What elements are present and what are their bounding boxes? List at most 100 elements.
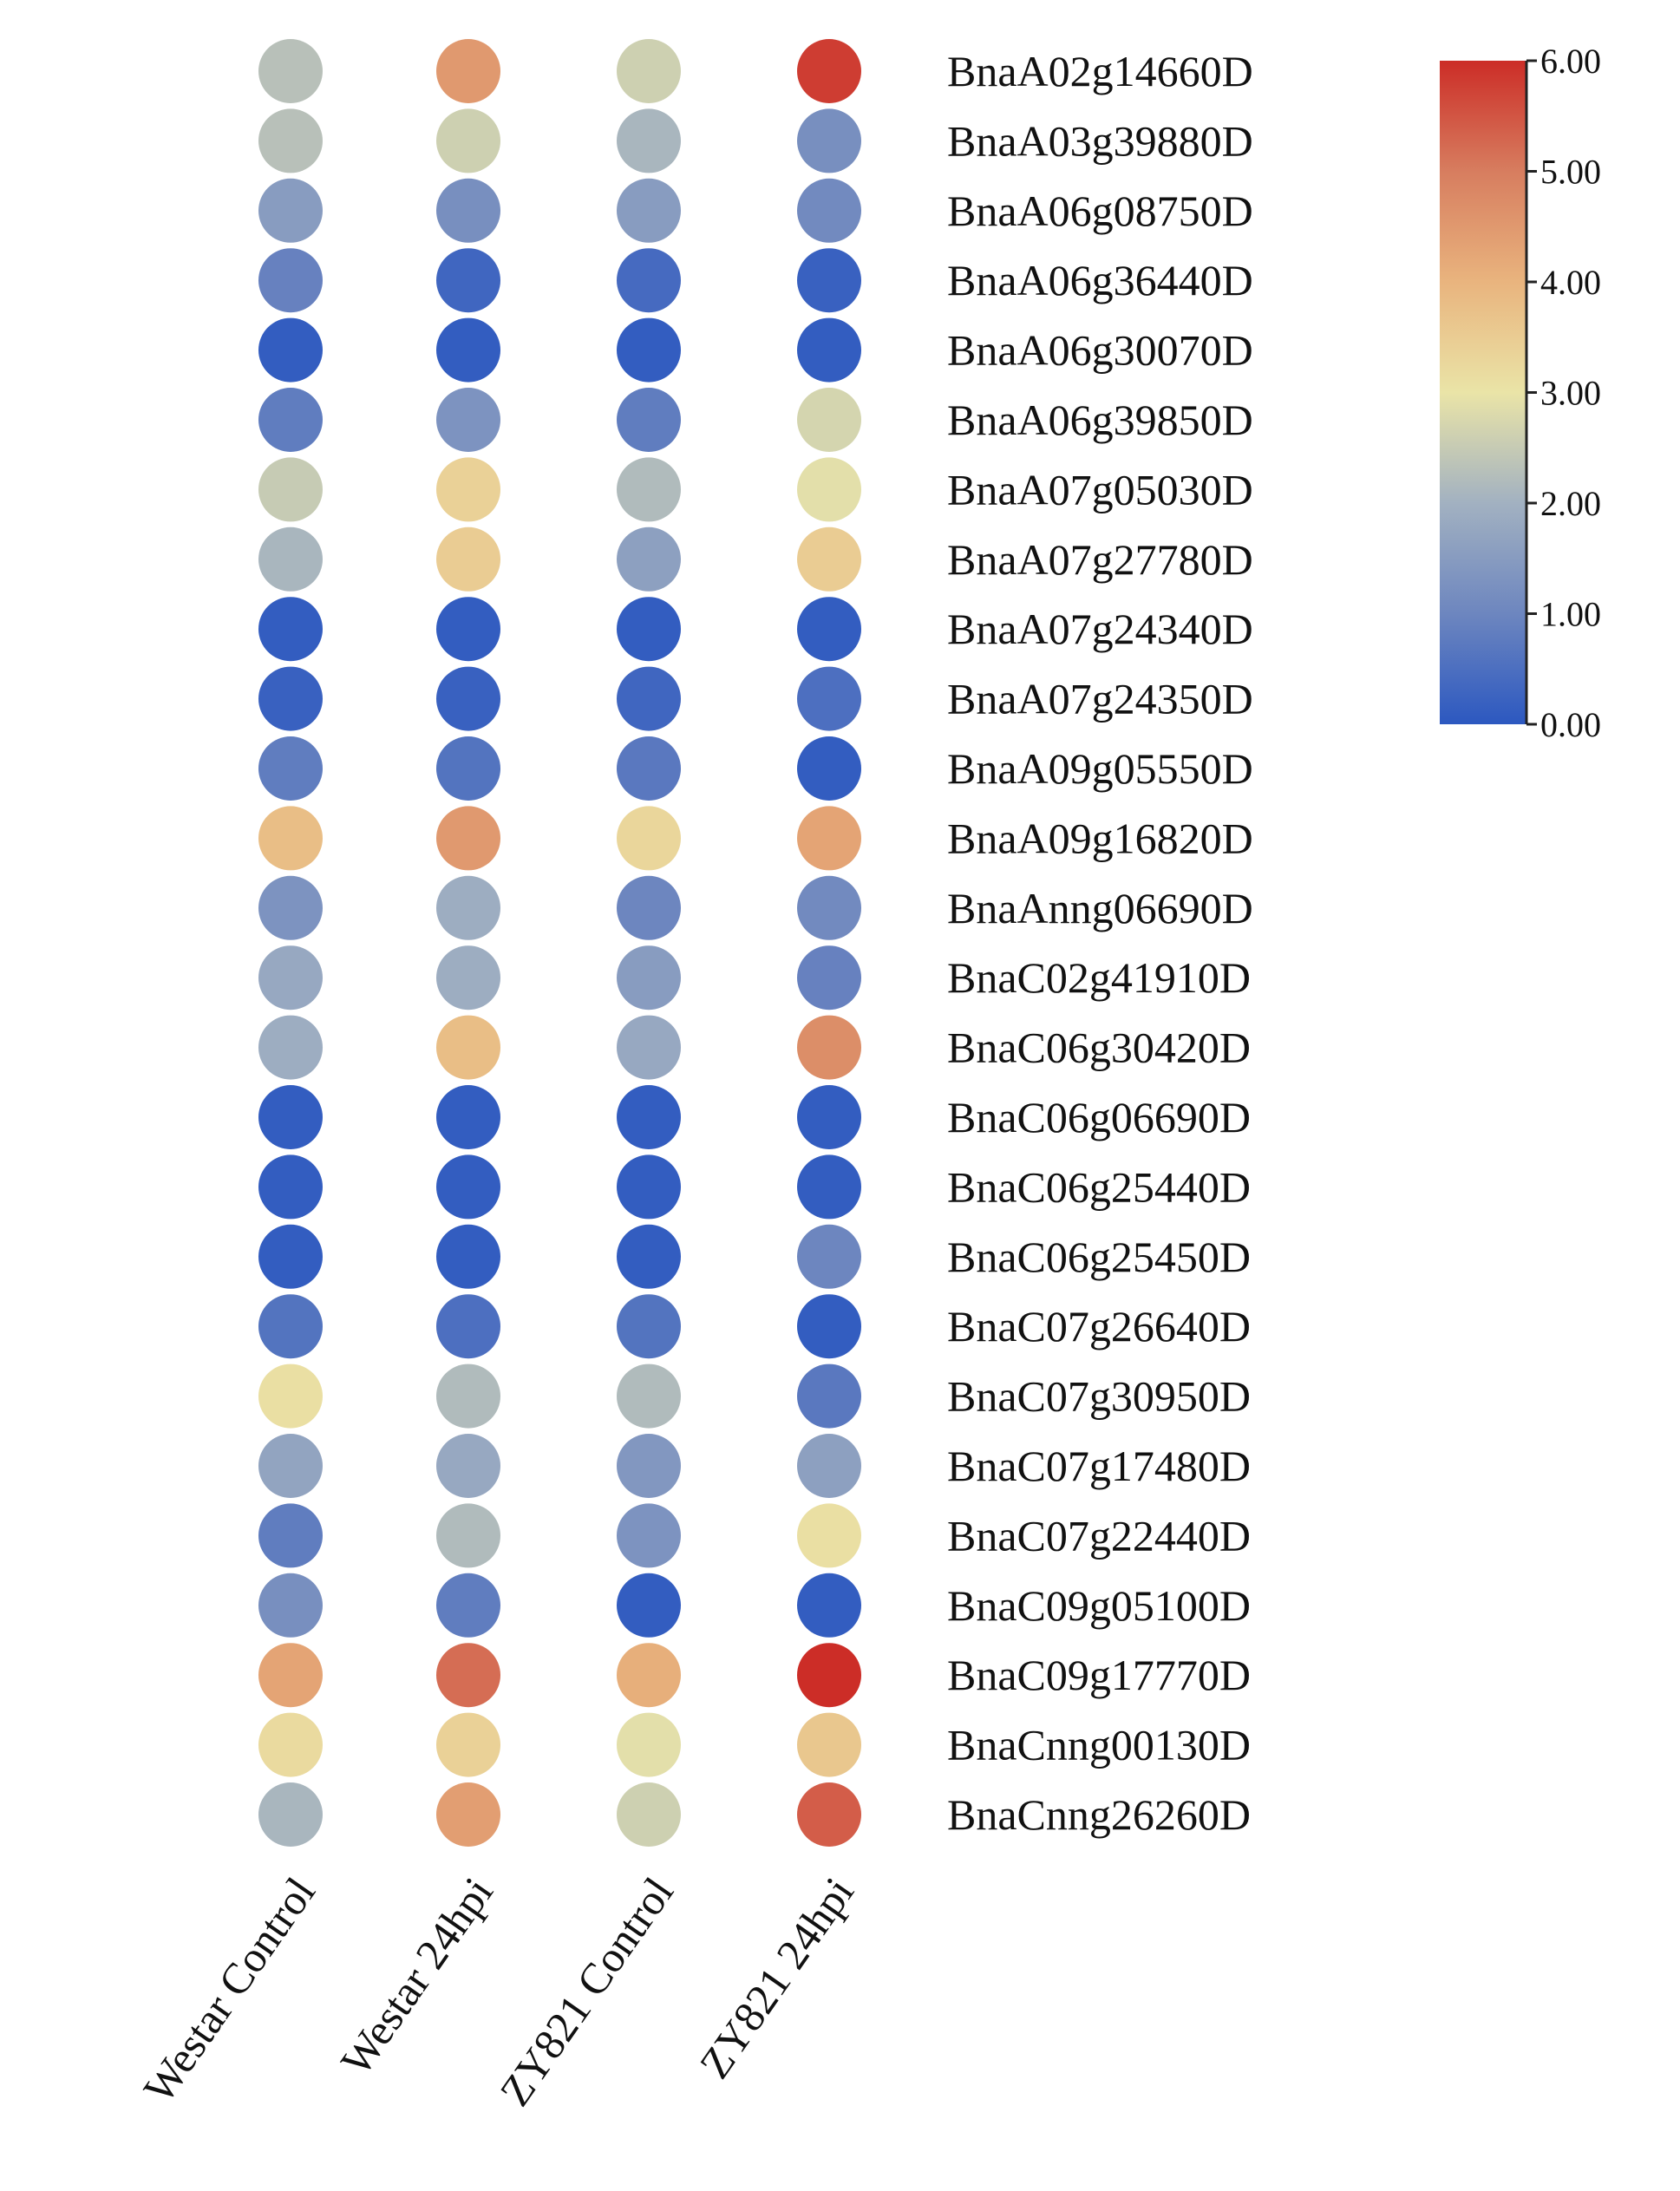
gene-label: BnaC07g26640D [947, 1302, 1251, 1351]
heatmap-dot [617, 1154, 681, 1220]
heatmap-dot [617, 248, 681, 313]
heatmap-dot [258, 875, 323, 940]
heatmap-dot [617, 1085, 681, 1149]
heatmap-dot [617, 1364, 681, 1429]
gene-label: BnaC06g30420D [947, 1024, 1251, 1072]
gene-label: BnaA09g05550D [947, 744, 1253, 793]
heatmap-dot [797, 1434, 861, 1498]
heatmap-dot [436, 1434, 500, 1498]
heatmap-dot [258, 248, 323, 313]
colorbar-tick-label: 4.00 [1540, 263, 1601, 302]
heatmap-dot [797, 945, 861, 1010]
colorbar-tick-label: 6.00 [1540, 42, 1601, 81]
heatmap-dot [258, 736, 323, 801]
sample-label: Westar 24hpi [331, 1868, 502, 2083]
gene-label: BnaA06g30070D [947, 326, 1253, 375]
heatmap-dot [258, 1224, 323, 1289]
sample-label: ZY821 24hpi [690, 1868, 863, 2087]
gene-label: BnaAnng06690D [947, 884, 1253, 932]
heatmap-dot [258, 317, 323, 383]
heatmap-dot [258, 1712, 323, 1777]
heatmap-dot [617, 1294, 681, 1359]
heatmap-dot [797, 457, 861, 522]
heatmap-dot [436, 1782, 500, 1847]
heatmap-dot [258, 597, 323, 662]
heatmap-dot [436, 1503, 500, 1568]
heatmap-dot [617, 736, 681, 801]
heatmap-dot [797, 1643, 861, 1708]
heatmap-dot [258, 1782, 323, 1847]
heatmap-dot [797, 388, 861, 452]
heatmap-dot [797, 1085, 861, 1149]
heatmap-dot [258, 39, 323, 103]
heatmap-dot [617, 806, 681, 871]
heatmap-dot [258, 1434, 323, 1498]
heatmap-dot [617, 178, 681, 243]
heatmap-dot [436, 1364, 500, 1429]
gene-label: BnaA06g36440D [947, 256, 1253, 304]
heatmap-dot [617, 317, 681, 383]
heatmap-dot [436, 1015, 500, 1080]
sample-label: Westar Control [134, 1868, 324, 2111]
heatmap-dot [258, 1085, 323, 1149]
heatmap-dots [258, 39, 861, 1847]
heatmap-dot [436, 457, 500, 522]
gene-label: BnaA06g39850D [947, 396, 1253, 444]
heatmap-dot [797, 1294, 861, 1359]
heatmap-dot [617, 526, 681, 592]
heatmap-dot [797, 736, 861, 801]
colorbar-tick-label: 3.00 [1540, 374, 1601, 413]
heatmap-dot [617, 875, 681, 940]
heatmap-dot [617, 1434, 681, 1498]
heatmap-dot [617, 1643, 681, 1708]
heatmap-dot [797, 666, 861, 731]
heatmap-dot [436, 248, 500, 313]
heatmap-dot [797, 597, 861, 662]
gene-label: BnaA02g14660D [947, 47, 1253, 95]
gene-label: BnaC09g17770D [947, 1651, 1251, 1699]
gene-label: BnaC02g41910D [947, 953, 1251, 1002]
heatmap-dot [258, 1364, 323, 1429]
heatmap-dot [258, 1294, 323, 1359]
gene-label: BnaA07g24340D [947, 605, 1253, 653]
heatmap-dot [436, 1085, 500, 1149]
heatmap-dot [617, 1224, 681, 1289]
gene-label: BnaC07g22440D [947, 1511, 1251, 1560]
heatmap-dot [797, 1364, 861, 1429]
heatmap-dot [436, 597, 500, 662]
heatmap-dot [436, 1294, 500, 1359]
gene-label: BnaA06g08750D [947, 186, 1253, 235]
heatmap-dot [617, 1015, 681, 1080]
heatmap-dot [258, 1015, 323, 1080]
gene-label: BnaA07g05030D [947, 465, 1253, 513]
gene-label: BnaC06g25440D [947, 1162, 1251, 1211]
heatmap-dot [258, 388, 323, 452]
heatmap-dot [797, 1712, 861, 1777]
heatmap-dot [436, 806, 500, 871]
heatmap-dot [617, 1573, 681, 1638]
heatmap-dot [617, 597, 681, 662]
heatmap-dot [436, 317, 500, 383]
heatmap-dot [797, 1154, 861, 1220]
heatmap-dot [797, 248, 861, 313]
colorbar-tick-label: 1.00 [1540, 595, 1601, 634]
heatmap-dot [436, 108, 500, 173]
heatmap-dot [258, 526, 323, 592]
heatmap-dot [797, 806, 861, 871]
heatmap-dot [436, 1712, 500, 1777]
heatmap-dot [258, 1154, 323, 1220]
heatmap-dot [258, 457, 323, 522]
heatmap-dot [258, 1573, 323, 1638]
heatmap-dot [258, 1643, 323, 1708]
heatmap-dot [436, 39, 500, 103]
heatmap-dot [436, 1154, 500, 1220]
heatmap-dot [258, 806, 323, 871]
gene-label: BnaA07g24350D [947, 675, 1253, 723]
heatmap-dot [797, 39, 861, 103]
heatmap-dot [617, 666, 681, 731]
heatmap-dot [797, 1503, 861, 1568]
heatmap-dot [436, 666, 500, 731]
heatmap-dot [617, 108, 681, 173]
heatmap-dot [617, 39, 681, 103]
